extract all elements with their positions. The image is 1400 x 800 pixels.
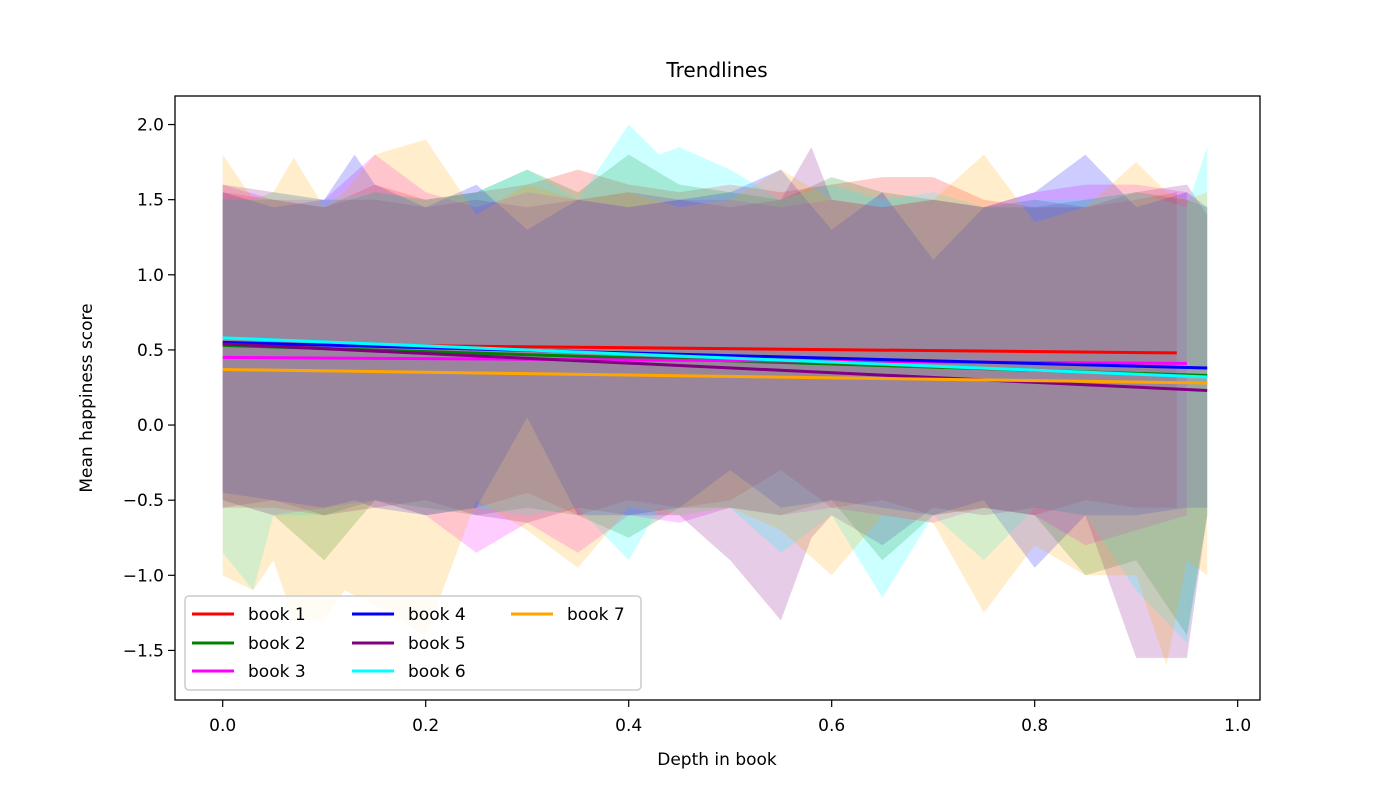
x-tick-label: 0.6 [818, 716, 845, 736]
x-tick-label: 0.2 [412, 716, 439, 736]
band-series-2 [222, 154, 1208, 636]
legend-label: book 6 [408, 662, 466, 682]
trendline-series-5 [222, 342, 1208, 392]
y-tick-label: −1.0 [123, 566, 164, 586]
y-tick-label: −1.5 [123, 641, 164, 661]
x-tick-label: 0.4 [615, 716, 642, 736]
band-series-5 [222, 147, 1208, 658]
y-tick-label: 2.0 [137, 116, 164, 136]
y-axis-ticks: −1.5 −1.0 −0.5 0.0 0.5 1.0 1.5 2.0 [123, 116, 175, 661]
y-tick-label: −0.5 [123, 491, 164, 511]
legend-label: book 2 [248, 634, 306, 654]
x-axis-label: Depth in book [657, 750, 777, 770]
legend-label: book 3 [248, 662, 306, 682]
y-tick-label: 0.0 [137, 416, 164, 436]
band-series-7 [222, 139, 1208, 666]
legend: book 1 book 2 book 3 book 4 book 5 book 6 book… [184, 595, 642, 691]
plot-frame [174, 95, 1261, 701]
trend-lines [222, 336, 1208, 392]
y-tick-label: 1.5 [137, 191, 164, 211]
legend-label: book 7 [567, 605, 625, 625]
band-series-1 [222, 169, 1177, 516]
x-tick-label: 0.8 [1021, 716, 1048, 736]
trendline-series-4 [222, 340, 1208, 370]
trendline-series-6 [222, 336, 1208, 379]
y-tick-label: 1.0 [137, 266, 164, 286]
x-tick-label: 0.0 [209, 716, 236, 736]
confidence-bands [222, 124, 1208, 666]
legend-label: book 4 [408, 605, 466, 625]
band-series-6 [222, 124, 1208, 643]
legend-label: book 5 [408, 634, 466, 654]
x-tick-label: 1.0 [1224, 716, 1251, 736]
y-tick-label: 0.5 [137, 341, 164, 361]
legend-label: book 1 [248, 605, 306, 625]
legend-box [184, 595, 642, 691]
y-axis-label: Mean happiness score [77, 303, 97, 492]
trendline-series-7 [222, 368, 1208, 385]
chart-title: Trendlines [665, 58, 767, 82]
x-axis-ticks: 0.0 0.2 0.4 0.6 0.8 1.0 [209, 700, 1251, 736]
